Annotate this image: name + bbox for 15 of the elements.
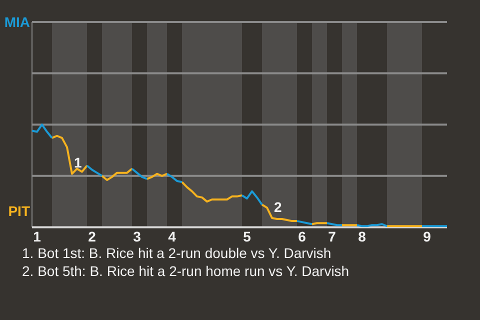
annotation: 2 (274, 198, 282, 215)
x-tick-label: 6 (298, 228, 306, 244)
x-tick-label: 9 (423, 228, 432, 244)
annotation: 1 (74, 154, 82, 171)
x-tick-label: 2 (88, 228, 96, 244)
x-tick-label: 4 (168, 228, 176, 244)
x-tick-label: 5 (243, 228, 252, 244)
text: MIA (3, 14, 30, 30)
x-tick-label: 1 (33, 228, 42, 244)
x-tick-label: 3 (133, 228, 142, 244)
x-tick-label: 7 (328, 228, 336, 244)
x-tick-label: 8 (358, 228, 366, 244)
text: 1. Bot 1st: B. Rice hit a 2-run double vs Y. Darvish (22, 244, 332, 262)
text: 2. Bot 5th: B. Rice hit a 2-run home run vs Y. Darvish (22, 262, 350, 280)
text: PIT (7, 203, 30, 220)
